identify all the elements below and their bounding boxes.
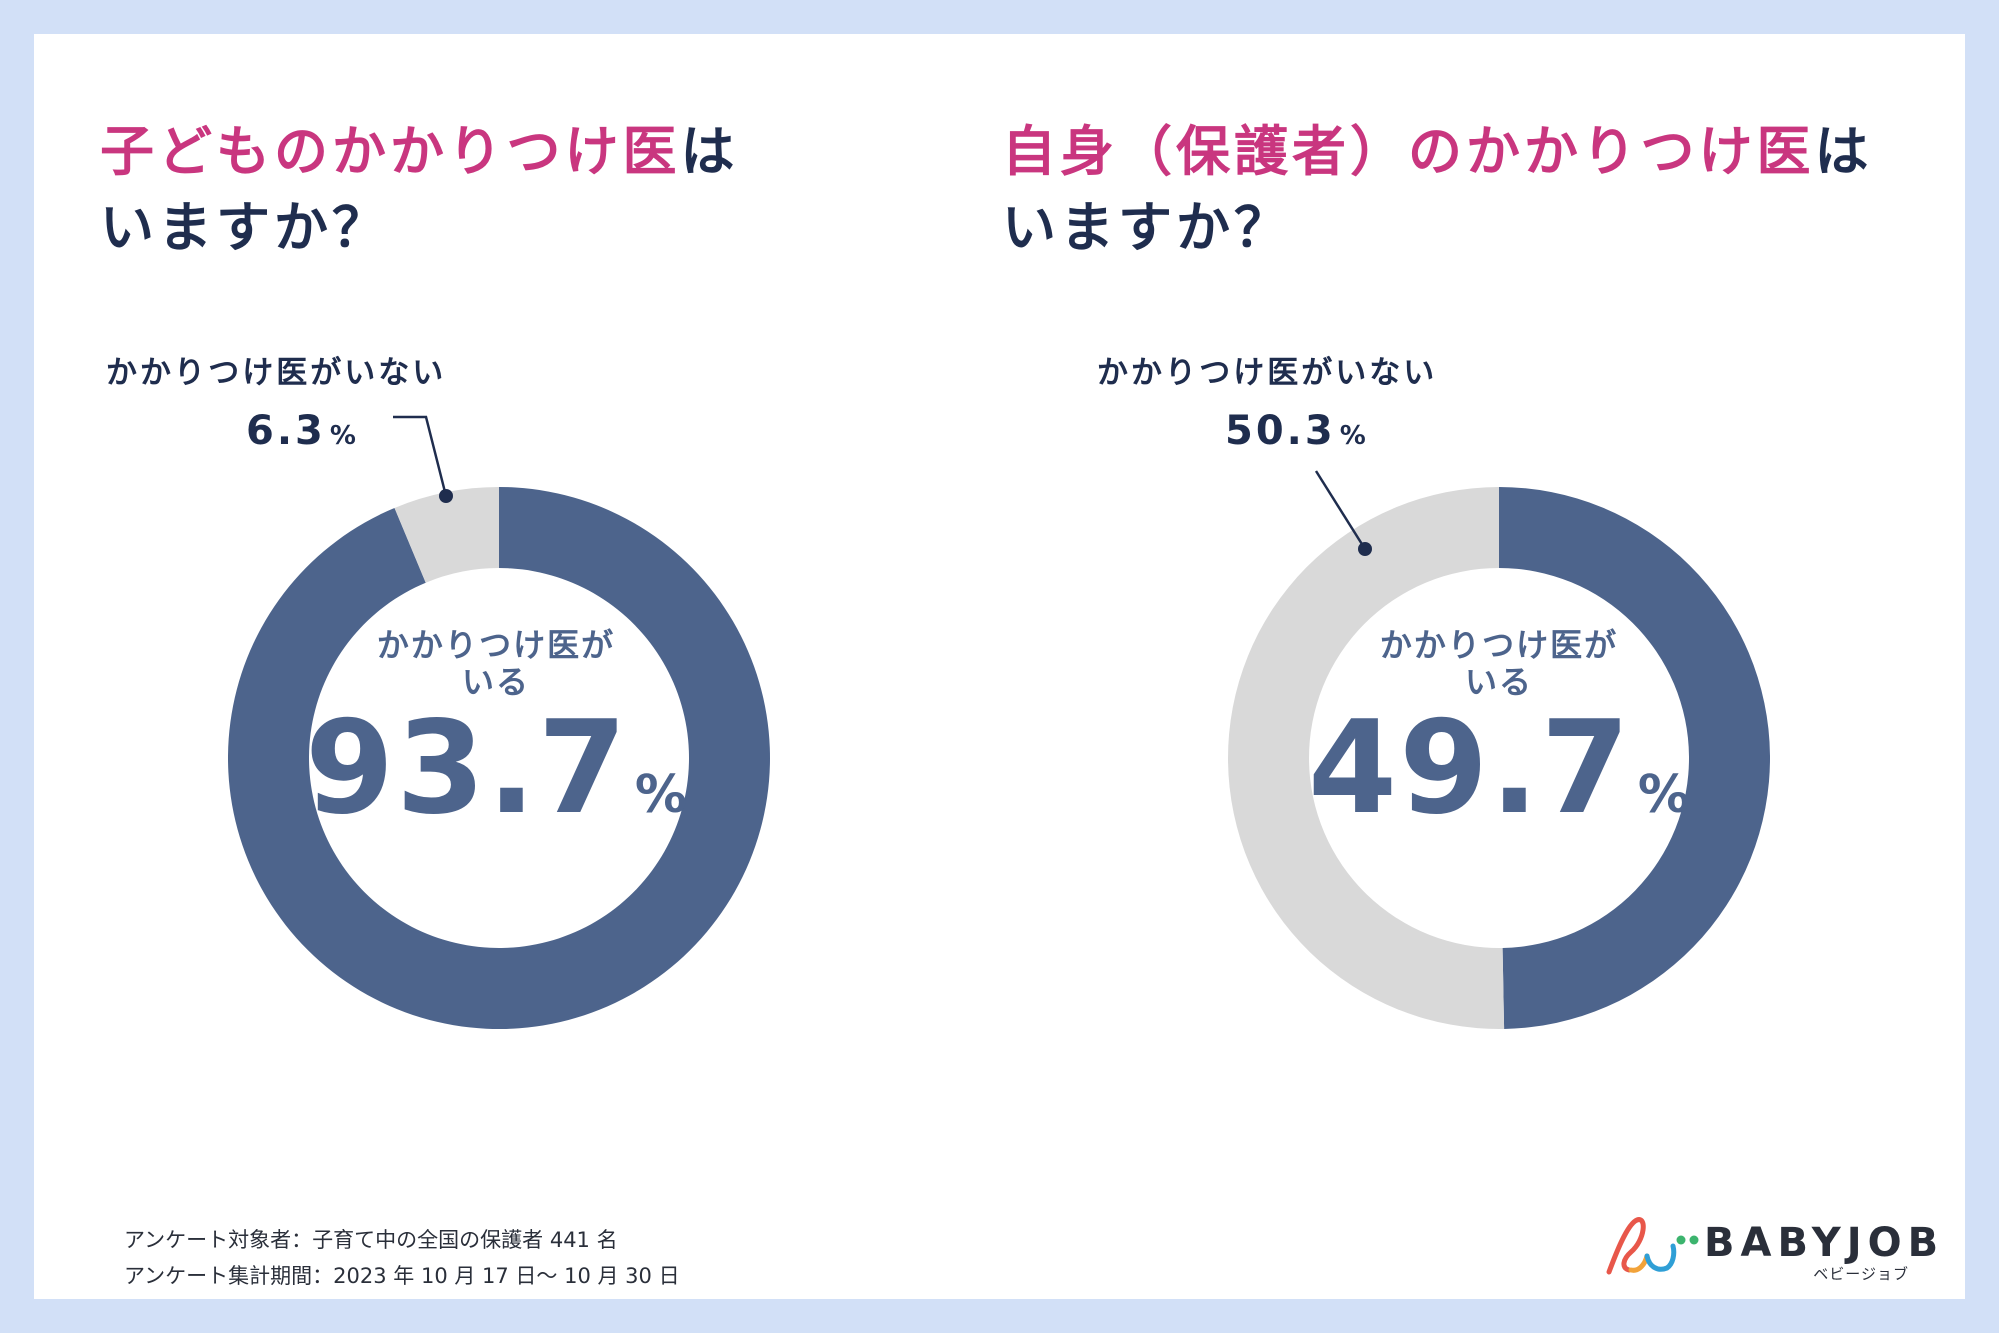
chart-2-outside-label: かかりつけ医がいない	[1097, 355, 1437, 391]
chart-2-center-value: 49.7%	[1308, 694, 1690, 843]
chart-1-center-label-line2: いる	[462, 663, 530, 701]
chart-2-center-label-line1: かかりつけ医が	[1380, 626, 1618, 664]
chart-2-center-value-unit: %	[1638, 765, 1690, 825]
survey-card: 子どものかかりつけ医は いますか？ 自身（保護者）のかかりつけ医は いますか？ …	[34, 34, 1965, 1299]
donut-chart-2: かかりつけ医がいない 50.3% かかりつけ医が いる 49.7%	[1097, 355, 1771, 1029]
chart-2-center-label-line2: いる	[1465, 663, 1533, 701]
chart-1-outside-value-unit: %	[330, 421, 356, 451]
chart-2-slice-no-doctor	[1228, 487, 1505, 1029]
chart-2-outside-value-unit: %	[1340, 421, 1366, 451]
donut-charts: かかりつけ医がいない 6.3% かかりつけ医が いる 93.7% かかりつけ医が…	[106, 355, 1771, 1029]
chart-1-outside-value-number: 6.3	[246, 408, 326, 454]
chart-2-leader-dot	[1358, 542, 1372, 556]
chart-1-center-value-unit: %	[635, 765, 687, 825]
chart-1-leader-line	[393, 415, 448, 497]
chart-1-title-highlight: 子どものかかりつけ医	[100, 120, 681, 183]
chart-2-title-line2: いますか？	[1002, 196, 1292, 259]
chart-1-slice-has-doctor	[227, 487, 770, 1029]
babyjob-logo: BABYJOB ベビージョブ	[1606, 1217, 1941, 1283]
chart-1-slice-no-doctor	[394, 487, 499, 583]
chart-2-title-highlight: 自身（保護者）のかかりつけ医	[1002, 120, 1815, 183]
chart-1-outside-value: 6.3%	[246, 408, 356, 454]
chart-2-slice-has-doctor	[1499, 487, 1771, 1029]
chart-1-title-line2: いますか？	[100, 196, 390, 259]
survey-footer: アンケート対象者：子育て中の全国の保護者 441 名 アンケート集計期間：202…	[124, 1222, 680, 1294]
chart-2-leader-line	[1314, 470, 1367, 550]
chart-2-title: 自身（保護者）のかかりつけ医は いますか？	[1002, 114, 1873, 266]
chart-1-center-value: 93.7%	[305, 694, 687, 843]
footer-survey-target: アンケート対象者：子育て中の全国の保護者 441 名	[124, 1228, 618, 1252]
chart-1-title: 子どものかかりつけ医は いますか？	[100, 114, 739, 266]
footer-survey-period: アンケート集計期間：2023 年 10 月 17 日～ 10 月 30 日	[124, 1264, 680, 1288]
babyjob-logo-mark-icon	[1606, 1217, 1699, 1275]
chart-1-outside-label: かかりつけ医がいない	[106, 355, 446, 391]
chart-2-center-value-number: 49.7	[1308, 694, 1632, 843]
chart-2-title-rest: は	[1814, 120, 1873, 183]
babyjob-logo-text: BABYJOB	[1704, 1220, 1941, 1266]
chart-2-outside-value: 50.3%	[1225, 408, 1366, 454]
chart-1-leader-dot	[439, 489, 453, 503]
donut-chart-1: かかりつけ医がいない 6.3% かかりつけ医が いる 93.7%	[106, 355, 770, 1029]
chart-1-title-rest: は	[680, 120, 739, 183]
chart-1-center-label-line1: かかりつけ医が	[377, 626, 615, 664]
chart-2-outside-value-number: 50.3	[1225, 408, 1336, 454]
babyjob-logo-subtitle: ベビージョブ	[1813, 1265, 1909, 1283]
chart-1-center-value-number: 93.7	[305, 694, 629, 843]
